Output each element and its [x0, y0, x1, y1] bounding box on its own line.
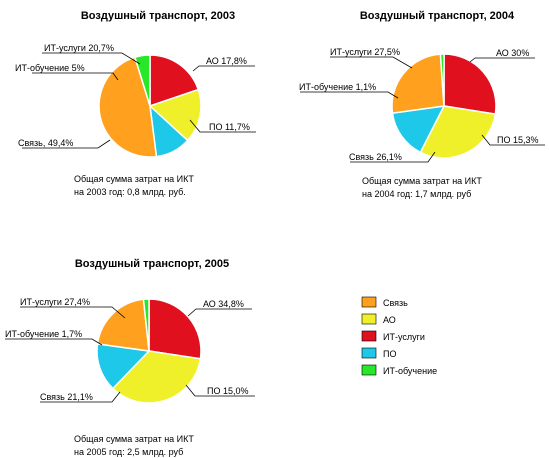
- leader-line-it-training-2003: [32, 72, 119, 81]
- leader-lines-2003: [22, 52, 256, 149]
- slice-label-it-services-2003: ИТ-услуги 20,7%: [44, 43, 114, 53]
- pie-slice-svyaz: [96, 298, 150, 352]
- slice-label-ao-2003: АО 17,8%: [206, 56, 247, 66]
- legend-swatch-svyaz: [361, 296, 377, 308]
- legend-swatch-it-training: [361, 364, 377, 376]
- leader-lines-2005: [5, 306, 255, 403]
- total-note-line1-2004: Общая сумма затрат на ИКТ: [362, 176, 482, 186]
- pie-chart-2004: Воздушный транспорт, 2004 ИТ-услуги 27,5…: [299, 10, 545, 199]
- legend-swatch-it-services: [361, 330, 377, 342]
- legend-label-svyaz: Связь: [383, 298, 408, 308]
- slice-label-po-2003: ПО 11,7%: [209, 122, 250, 132]
- pie-slices-2003: [98, 54, 202, 158]
- leader-line-ao-2005: [187, 308, 252, 317]
- slice-label-it-services-2005: ИТ-услуги 27,4%: [20, 297, 90, 307]
- pie-slice-po: [391, 105, 446, 154]
- leader-line-it-training-2005: [5, 338, 103, 346]
- pie-slice-ao: [148, 88, 202, 142]
- pie-slices-2004: [391, 53, 497, 159]
- chart-title-2005: Воздушный транспорт, 2005: [75, 258, 229, 270]
- legend-label-ao: АО: [383, 315, 396, 325]
- slice-label-it-training-2003: ИТ-обучение 5%: [15, 63, 85, 73]
- pie-slice-ao: [111, 350, 202, 404]
- legend-swatch-po: [361, 347, 377, 359]
- slice-label-ao-2004: АО 30%: [496, 48, 529, 58]
- pie-chart-2005: Воздушный транспорт, 2005 ИТ-услуги 27,4…: [5, 258, 255, 457]
- pie-slice-it-training: [439, 53, 445, 107]
- chart-title-2004: Воздушный транспорт, 2004: [360, 10, 515, 22]
- slice-label-it-training-2005: ИТ-обучение 1,7%: [5, 329, 82, 339]
- leader-line-it-services-2005: [20, 306, 126, 319]
- pie-slice-it-training: [133, 54, 151, 107]
- leader-line-svyaz-2003: [22, 139, 111, 149]
- legend: Связь АО ИТ-услуги ПО ИТ-обучение: [361, 296, 437, 376]
- chart-title-2003: Воздушный транспорт, 2003: [81, 10, 235, 22]
- pie-slice-svyaz: [391, 53, 445, 115]
- slice-label-ao-2005: АО 34,8%: [203, 299, 244, 309]
- legend-label-it-training: ИТ-обучение: [383, 366, 437, 376]
- pie-slice-ao: [419, 105, 497, 159]
- total-note-line2-2005: на 2005 год: 2,5 млрд. руб: [74, 447, 183, 457]
- slice-label-svyaz-2005: Связь 21,1%: [40, 392, 93, 402]
- total-note-line1-2005: Общая сумма затрат на ИКТ: [74, 434, 194, 444]
- pie-chart-2003: Воздушный транспорт, 2003 ИТ-услуги 20,7…: [15, 10, 256, 197]
- legend-label-po: ПО: [383, 349, 396, 359]
- pie-slice-it-services: [148, 298, 202, 360]
- leader-line-svyaz-2005: [40, 391, 121, 403]
- leader-line-po-2005: [185, 384, 255, 397]
- slice-label-po-2004: ПО 15,3%: [497, 135, 539, 145]
- leader-line-po-2003: [189, 119, 256, 133]
- pie-slice-it-training: [142, 298, 150, 352]
- leader-line-it-services-2003: [42, 52, 141, 65]
- total-note-line2-2003: на 2003 год: 0,8 млрд. руб.: [74, 187, 186, 197]
- slice-label-it-services-2004: ИТ-услуги 27,5%: [330, 47, 400, 57]
- slice-label-svyaz-2003: Связь, 49,4%: [18, 138, 73, 148]
- slice-label-it-training-2004: ИТ-обучение 1,1%: [299, 82, 376, 92]
- slice-label-po-2005: ПО 15,0%: [207, 386, 249, 396]
- leader-line-it-training-2004: [300, 91, 399, 99]
- leader-line-ao-2004: [469, 57, 535, 63]
- total-note-line2-2004: на 2004 год: 1,7 млрд. руб: [362, 189, 471, 199]
- pie-slice-it-services: [443, 53, 497, 115]
- pie-slice-po: [96, 342, 151, 390]
- slice-label-svyaz-2004: Связь 26,1%: [349, 152, 402, 162]
- pie-slices-2005: [96, 298, 202, 404]
- leader-lines-2004: [300, 56, 545, 163]
- total-note-line1-2003: Общая сумма затрат на ИКТ: [74, 174, 194, 184]
- leader-line-it-services-2004: [330, 56, 413, 69]
- leader-line-svyaz-2004: [350, 151, 436, 163]
- leader-line-ao-2003: [192, 65, 255, 72]
- legend-label-it-services: ИТ-услуги: [383, 332, 425, 342]
- leader-line-po-2004: [481, 134, 545, 146]
- legend-swatch-ao: [361, 313, 377, 325]
